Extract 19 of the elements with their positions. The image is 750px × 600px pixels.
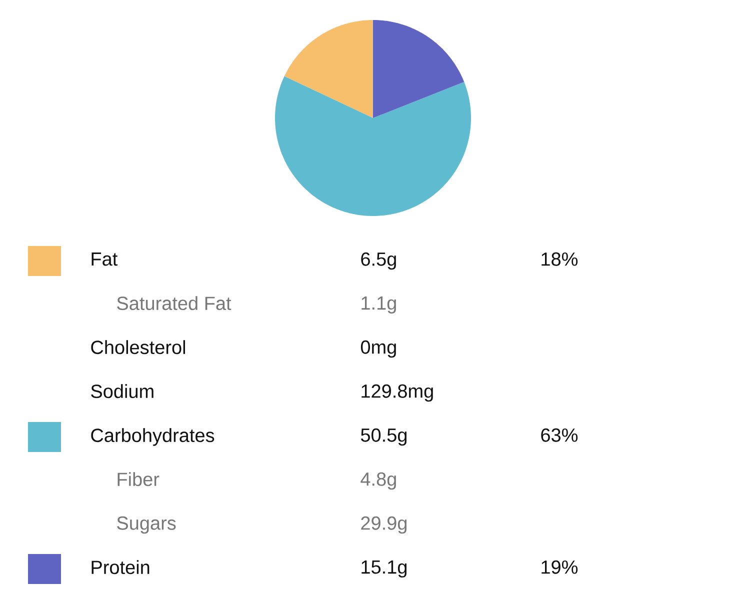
text: Sodium <box>91 384 154 398</box>
text: 15.1g <box>362 560 407 578</box>
text: 0mg <box>360 340 396 358</box>
data-label: 18% <box>542 252 578 266</box>
text: Sugars <box>117 516 176 534</box>
text: Fiber <box>118 472 160 486</box>
text: Saturated Fat <box>117 296 232 310</box>
text: 129.8mg <box>362 384 433 402</box>
legend-label: Carbohydrates <box>91 428 214 446</box>
text: 29.9g <box>361 516 407 534</box>
text: 6.5g <box>361 252 396 270</box>
text: 1.1g <box>362 296 396 314</box>
text: 50.5g <box>360 428 407 446</box>
data-label: 19% <box>542 560 578 574</box>
legend-label: Protein <box>92 560 150 574</box>
legend-label: Fat <box>92 252 118 266</box>
text: 4.8g <box>360 472 396 490</box>
text: Cholesterol <box>91 340 186 354</box>
data-label: 63% <box>541 428 578 442</box>
